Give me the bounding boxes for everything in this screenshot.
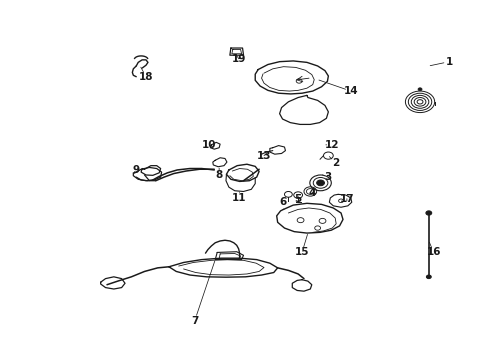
Text: 17: 17 bbox=[339, 194, 353, 204]
Text: 19: 19 bbox=[231, 54, 245, 64]
Circle shape bbox=[417, 88, 421, 91]
Text: 2: 2 bbox=[331, 158, 339, 168]
Text: 12: 12 bbox=[325, 140, 339, 150]
Text: 16: 16 bbox=[426, 247, 440, 257]
Circle shape bbox=[426, 275, 430, 279]
Text: 11: 11 bbox=[231, 193, 245, 203]
Text: 18: 18 bbox=[139, 72, 153, 82]
Text: 3: 3 bbox=[324, 172, 331, 182]
Text: 9: 9 bbox=[132, 165, 140, 175]
Circle shape bbox=[425, 211, 431, 215]
Text: 7: 7 bbox=[191, 316, 198, 325]
Text: 6: 6 bbox=[278, 197, 285, 207]
Circle shape bbox=[316, 180, 324, 186]
Text: 13: 13 bbox=[256, 150, 271, 161]
Text: 4: 4 bbox=[307, 188, 315, 198]
Text: 14: 14 bbox=[343, 86, 357, 96]
Text: 1: 1 bbox=[445, 57, 452, 67]
Text: 15: 15 bbox=[294, 247, 308, 257]
Text: 8: 8 bbox=[215, 170, 223, 180]
Text: 10: 10 bbox=[202, 140, 216, 150]
Text: 5: 5 bbox=[294, 194, 301, 204]
